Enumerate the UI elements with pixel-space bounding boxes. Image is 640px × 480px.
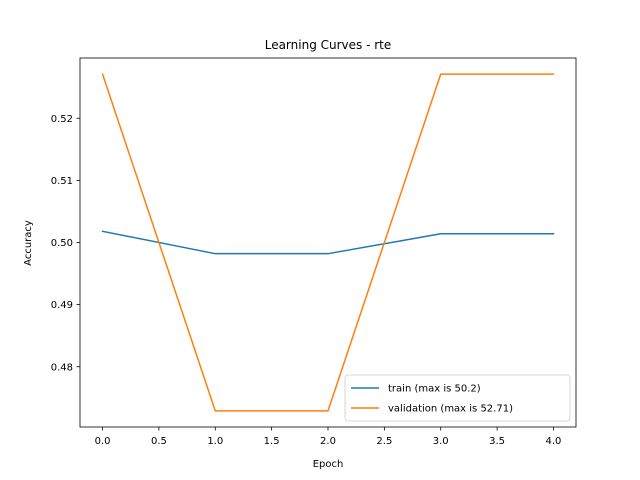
y-tick-label: 0.48 [51, 362, 73, 373]
y-axis-label: Accuracy [23, 220, 34, 266]
legend-label-0: train (max is 50.2) [388, 384, 481, 395]
y-tick-label: 0.51 [51, 176, 73, 187]
x-tick-label: 1.5 [264, 436, 280, 447]
x-tick-label: 0.5 [151, 436, 167, 447]
series-line-0 [101, 230, 555, 255]
x-tick-label: 2.0 [320, 436, 336, 447]
x-axis-label: Epoch [313, 459, 344, 470]
y-tick-label: 0.50 [51, 238, 73, 249]
x-tick-label: 3.0 [433, 436, 449, 447]
plot-area: 0.0 0.5 1.0 1.5 2.0 2.5 3.0 3.5 4.0 0.48 0.49 0.50 0… [51, 57, 577, 447]
x-tick-label: 4.0 [546, 436, 562, 447]
x-tick-label: 2.5 [376, 436, 392, 447]
x-tick-label: 1.0 [207, 436, 223, 447]
chart-title: Learning Curves - rte [265, 38, 392, 52]
x-tick-label: 0.0 [95, 436, 111, 447]
legend-box [344, 374, 571, 422]
legend-label-1: validation (max is 52.71) [388, 404, 513, 415]
y-tick-label: 0.49 [51, 300, 73, 311]
x-tick-label: 3.5 [489, 436, 505, 447]
y-tick-label: 0.52 [51, 114, 73, 125]
series-line-1 [101, 73, 555, 412]
